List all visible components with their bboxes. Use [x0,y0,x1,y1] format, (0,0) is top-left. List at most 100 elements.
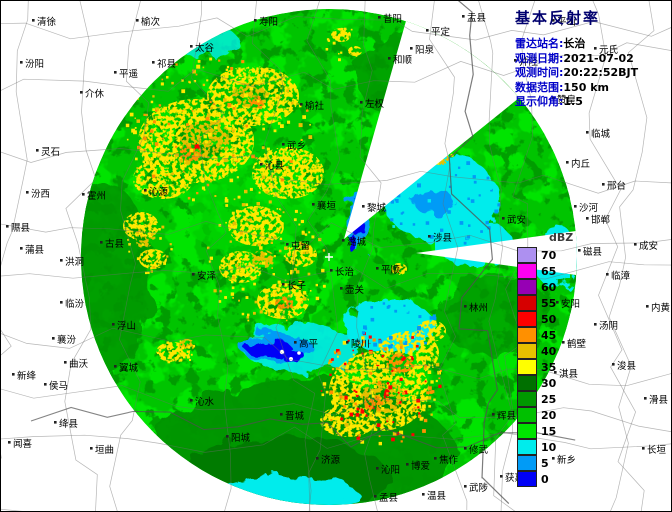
map-place-dot [378,16,381,19]
map-place-label: 屯留 [291,240,310,252]
radar-echo-speckle [220,139,224,143]
info-panel: 基本反射率 雷达站名:长治 观测日期:2021-07-02 观测时间:20:22:5… [515,7,671,110]
radar-echo-speckle [236,69,241,74]
radar-echo-speckle [481,197,485,202]
map-place-dot [406,463,409,466]
radar-echo-speckle [396,399,400,403]
radar-echo-speckle [356,407,360,411]
radar-echo-speckle [386,392,389,395]
radar-echo-speckle [360,440,365,444]
radar-echo-speckle [263,488,267,493]
radar-echo-speckle [325,390,329,394]
radar-echo-speckle [353,389,356,392]
radar-echo-speckle [448,185,452,188]
radar-echo-speckle [166,189,170,193]
radar-echo-speckle [423,418,428,423]
radar-echo-speckle [232,221,236,226]
map-place-dot [60,301,63,304]
radar-echo-speckle [261,261,266,265]
radar-echo-speckle [279,209,282,211]
radar-echo-speckle [361,336,365,340]
radar-echo-speckle [143,164,146,168]
radar-echo-speckle [150,233,154,236]
map-place-label: 汤阴 [599,321,618,332]
radar-echo-speckle [288,157,292,161]
radar-echo-speckle [286,120,291,124]
radar-echo-speckle [376,361,380,365]
info-field: 雷达站名:长治 [515,37,671,52]
legend-color-swatch [517,359,537,375]
radar-echo-speckle [184,160,188,165]
county-boundary-line [1,385,671,433]
radar-echo-speckle [427,396,432,400]
radar-echo-speckle [212,103,215,105]
radar-echo-speckle [202,97,205,100]
radar-echo-speckle [334,352,337,355]
radar-echo-speckle [209,90,212,93]
radar-echo-speckle [399,222,403,225]
radar-echo-speckle [361,331,366,335]
legend-row: 55 [517,295,573,311]
radar-echo-speckle [278,249,282,253]
radar-echo-speckle [357,341,360,344]
radar-echo-speckle [327,507,330,510]
radar-echo-speckle [290,269,294,274]
radar-echo-speckle [302,115,306,119]
map-place-dot [36,149,39,152]
map-place-label: 临漳 [611,270,631,282]
radar-echo-speckle [245,506,248,509]
radar-echo-speckle [487,179,491,183]
radar-echo-speckle [163,357,165,360]
radar-echo-speckle [480,230,483,233]
radar-echo-speckle [253,282,256,286]
radar-echo-speckle [297,155,300,158]
radar-echo-speckle [351,326,354,329]
legend-dbz-value: 5 [541,456,549,470]
radar-echo-speckle [340,51,343,54]
radar-echo-speckle [161,78,164,81]
radar-echo-speckle [369,371,373,375]
radar-echo-speckle [416,331,419,334]
radar-echo-speckle [389,359,393,364]
radar-echo-speckle [213,93,216,96]
county-boundary-line [1,42,671,92]
radar-echo-speckle [185,123,189,127]
legend-color-swatch [517,327,537,343]
radar-echo-speckle [392,421,395,424]
radar-echo-speckle [411,433,415,437]
radar-echo-speckle [150,237,153,239]
radar-echo-speckle [203,188,206,191]
radar-echo-speckle [290,271,293,275]
map-place-label: 沁源 [149,187,169,198]
radar-echo-speckle [285,259,288,262]
radar-echo-speckle [239,231,244,235]
radar-echo-speckle [348,362,352,366]
radar-echo-speckle [328,359,333,363]
radar-echo-speckle [393,341,397,344]
radar-echo-speckle [248,507,252,511]
map-place-label: 武陟 [469,482,489,494]
radar-echo-speckle [353,379,355,382]
legend-row: 30 [517,375,573,391]
radar-echo-speckle [224,197,228,200]
radar-echo-speckle [270,189,273,192]
legend-color-swatch [517,455,537,471]
map-place-label: 温县 [427,491,446,502]
county-boundary-line [1,16,671,41]
radar-echo-speckle [424,380,427,383]
radar-echo-speckle [203,135,207,139]
radar-echo-speckle [261,175,266,180]
county-boundary-line [429,1,468,511]
radar-echo-speckle [329,373,332,376]
radar-echo-speckle [219,290,222,293]
radar-echo-speckle [492,219,496,223]
radar-echo-speckle [345,366,348,369]
radar-echo-speckle [266,92,269,96]
info-field-label: 显示仰角: [515,95,564,108]
radar-echo-speckle [300,139,303,141]
radar-echo-speckle [419,417,423,421]
map-place-dot [552,19,555,22]
map-place-label: 寿阳 [259,16,278,28]
radar-echo-speckle [467,235,471,239]
